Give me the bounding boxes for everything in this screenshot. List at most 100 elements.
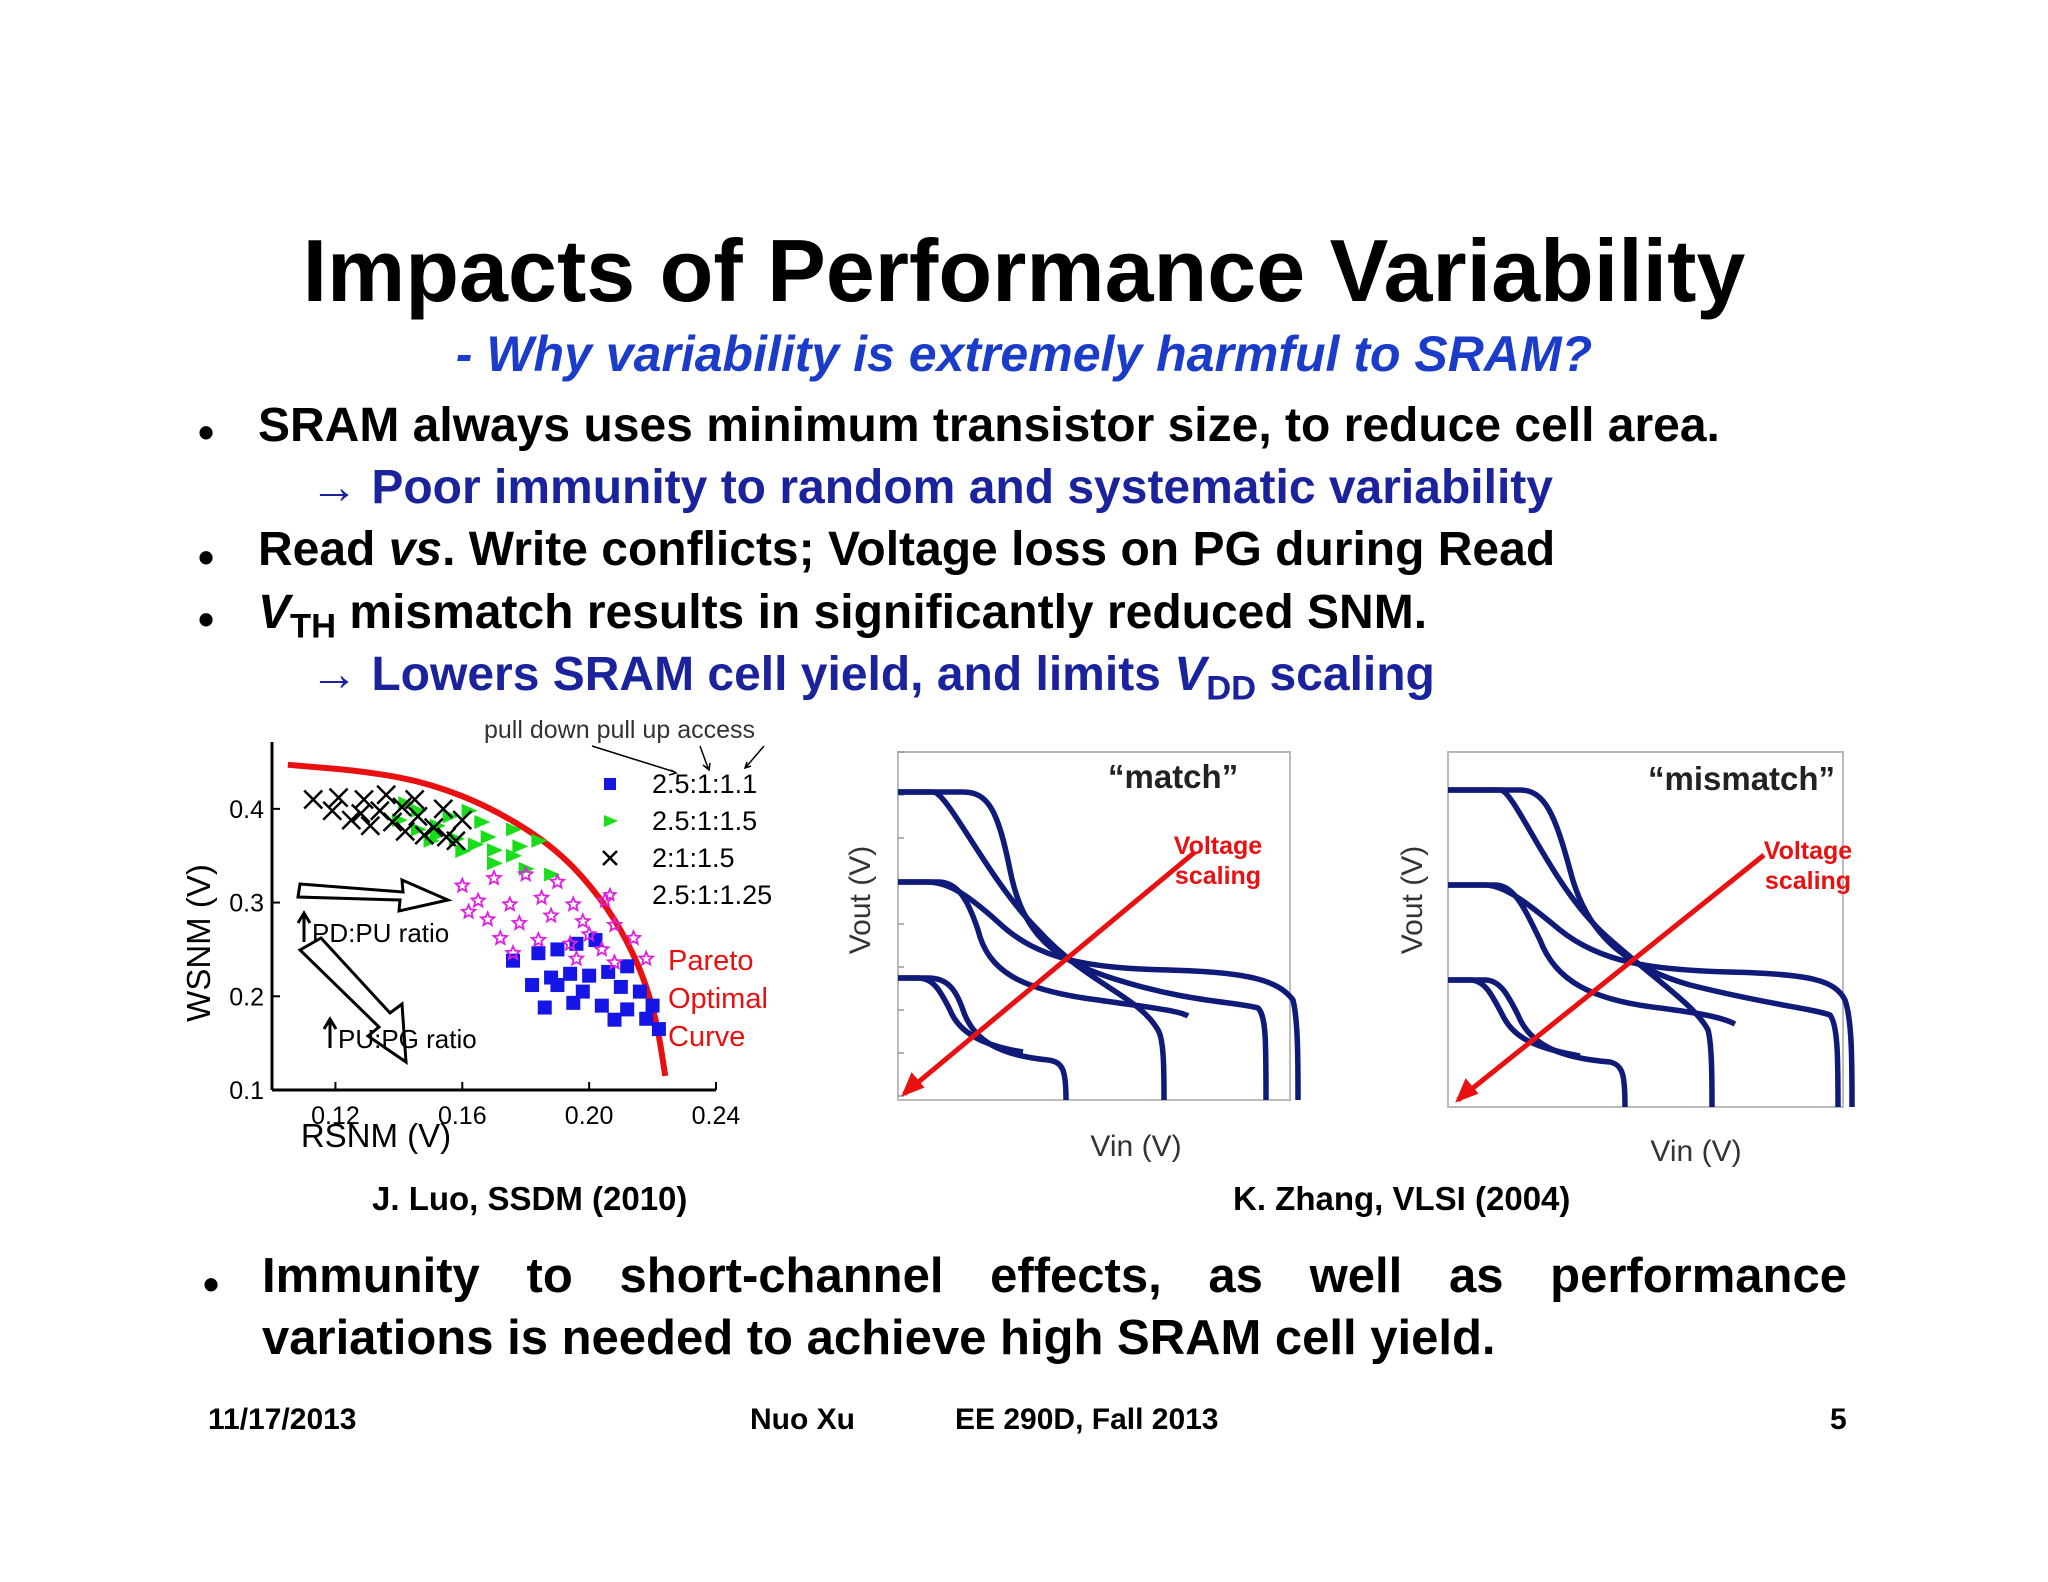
y-tick-label: 0.4 xyxy=(229,796,264,824)
mismatch-scaling-arrow xyxy=(1456,853,1766,1102)
match-scaling-arrow xyxy=(902,850,1197,1096)
star-marker xyxy=(504,943,522,961)
triangle-marker xyxy=(604,815,618,827)
triangle-marker xyxy=(474,814,491,829)
star-marker xyxy=(548,872,567,890)
pu-pg-label: PU:PG ratio xyxy=(338,1024,477,1054)
y-axis-label: WSNM (V) xyxy=(180,864,217,1022)
x-tick-label: 0.16 xyxy=(438,1102,487,1130)
triangle-marker xyxy=(544,867,561,882)
pareto-label-1: Pareto xyxy=(668,945,753,977)
y-tick-label: 0.3 xyxy=(229,890,264,918)
bullet-3-v: V xyxy=(258,586,291,639)
star-marker xyxy=(605,953,624,971)
footer-course: EE 290D, Fall 2013 xyxy=(955,1403,1219,1436)
mismatch-curve-1 xyxy=(1448,787,1841,1108)
bullet-3-arrow-post: scaling xyxy=(1256,648,1435,701)
mismatch-annotation-1: Voltage xyxy=(1764,837,1853,865)
bullet-3-arrow-v: V xyxy=(1174,648,1207,701)
pu-pg-arrow-shape xyxy=(297,936,408,1065)
square-marker xyxy=(620,959,635,974)
scatter-legend: 2.5:1:1.1 2.5:1:1.5 2:1:1.5 2.5:1:1.25 xyxy=(602,769,772,910)
star-marker xyxy=(592,940,611,957)
citation-zhang: K. Zhang, VLSI (2004) xyxy=(1233,1180,1571,1217)
triangle-marker xyxy=(506,848,523,863)
x-marker xyxy=(452,810,473,830)
x-marker xyxy=(395,821,416,842)
star-marker xyxy=(573,911,592,929)
star-marker xyxy=(478,910,497,927)
triangle-marker xyxy=(461,803,478,818)
pd-pu-up-arrow-icon xyxy=(296,910,312,942)
match-y-label: Vout (V) xyxy=(844,846,877,954)
square-marker xyxy=(651,1022,666,1037)
x-marker xyxy=(408,806,428,827)
x-axis-label: RSNM (V) xyxy=(301,1117,451,1154)
star-marker xyxy=(564,895,583,912)
match-title: “match” xyxy=(1108,758,1238,795)
star-marker xyxy=(453,876,472,894)
x-marker xyxy=(350,803,371,824)
star-marker xyxy=(532,888,551,906)
header-arrow-pu xyxy=(699,745,709,769)
bullet-1-arrow: → Poor immunity to random and systematic… xyxy=(310,461,1553,514)
scatter-axes: 0.12 0.16 0.20 0.24 0.1 0.2 0.3 0.4 xyxy=(229,742,740,1130)
mismatch-curve-6 xyxy=(1448,977,1581,1059)
pareto-curve xyxy=(287,761,669,1077)
star-marker xyxy=(580,925,599,942)
bullet-3-arrow: → Lowers SRAM cell yield, and limits VDD… xyxy=(310,647,1435,709)
final-bullet-line-2: variations is needed to achieve high SRA… xyxy=(262,1311,1496,1365)
match-curve-2 xyxy=(898,789,1167,1101)
square-marker xyxy=(575,984,590,999)
bullet-dot: • xyxy=(198,593,215,645)
bullet-3-arrow-sub: DD xyxy=(1206,669,1257,708)
snm-scatter-chart: 0.12 0.16 0.20 0.240.10.20.30.4 2.5:1:1.12.… xyxy=(180,716,772,1154)
mismatch-plot-frame xyxy=(1447,751,1844,1108)
x-marker xyxy=(414,825,435,845)
bullet-3-sub: TH xyxy=(290,607,337,646)
x-marker xyxy=(376,784,397,805)
square-marker xyxy=(645,998,660,1013)
pareto-curve-group xyxy=(287,761,669,1077)
header-arrow-pd xyxy=(591,745,676,773)
x-marker xyxy=(382,812,403,832)
square-marker xyxy=(613,979,628,994)
mismatch-curve-4 xyxy=(1448,882,1855,1108)
scatter-points xyxy=(303,784,666,1037)
footer-author: Nuo Xu xyxy=(750,1403,855,1436)
match-curve-4 xyxy=(898,879,1301,1101)
bullet-dot: • xyxy=(198,406,215,458)
x-marker xyxy=(341,810,362,830)
square-marker xyxy=(620,1002,635,1017)
triangle-marker xyxy=(467,837,484,852)
mismatch-title: “mismatch” xyxy=(1648,760,1835,797)
star-marker xyxy=(485,868,503,886)
square-marker xyxy=(563,966,578,981)
square-marker xyxy=(604,778,616,790)
triangle-marker xyxy=(487,843,503,858)
legend-label: 2.5:1:1.25 xyxy=(652,880,772,910)
triangle-marker xyxy=(455,844,472,859)
star-marker xyxy=(500,895,519,912)
x-tick-label: 0.24 xyxy=(692,1102,741,1130)
x-marker xyxy=(303,789,324,810)
bullet-2-vs: vs xyxy=(388,523,443,576)
triangle-marker xyxy=(531,833,548,848)
bullet-2-post: . Write conflicts; Voltage loss on PG du… xyxy=(442,523,1556,576)
star-marker xyxy=(637,949,656,967)
x-marker xyxy=(392,797,412,817)
slide-subtitle: - Why variability is extremely harmful t… xyxy=(455,326,1593,382)
pd-pu-arrow-shape xyxy=(296,877,453,913)
mismatch-y-label: Vout (V) xyxy=(1396,846,1429,954)
mismatch-curves xyxy=(1448,787,1855,1108)
citation-luo: J. Luo, SSDM (2010) xyxy=(372,1180,688,1217)
square-marker xyxy=(594,998,609,1013)
x-tick-label: 0.20 xyxy=(565,1102,614,1130)
match-curve-1 xyxy=(898,789,1269,1101)
match-curves xyxy=(898,789,1301,1101)
square-marker xyxy=(531,946,546,961)
y-tick-label: 0.1 xyxy=(229,1077,264,1105)
star-marker xyxy=(605,915,624,933)
match-ticks xyxy=(898,751,904,1097)
x-tick-label: 0.12 xyxy=(311,1102,360,1130)
